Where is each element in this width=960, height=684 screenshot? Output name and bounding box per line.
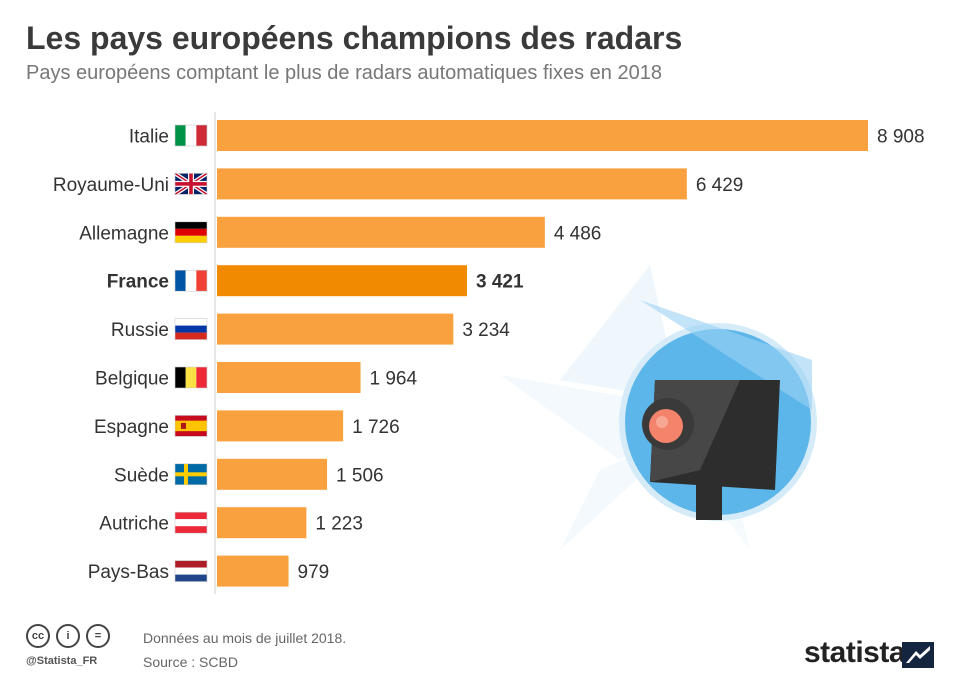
value-label: 3 234 <box>462 320 510 341</box>
category-label: Espagne <box>94 417 169 438</box>
fr-flag-icon <box>174 269 208 292</box>
category-label: Pays-Bas <box>88 562 169 583</box>
value-label: 4 486 <box>554 223 602 244</box>
chart-title: Les pays européens champions des radars <box>26 20 683 56</box>
equals-icon[interactable]: = <box>86 624 110 648</box>
es-flag-icon <box>174 415 208 437</box>
statista-logo[interactable]: statista <box>804 636 906 669</box>
bar <box>217 168 687 200</box>
it-flag-icon <box>174 124 208 147</box>
category-label: Autriche <box>99 514 169 535</box>
value-label: 979 <box>298 562 330 583</box>
value-label: 6 429 <box>696 175 744 196</box>
bar <box>217 120 868 151</box>
value-label: 1 506 <box>336 465 384 486</box>
be-flag-icon <box>174 366 208 389</box>
category-label: Russie <box>111 320 169 341</box>
radar-camera-illustration <box>500 265 817 550</box>
social-handle[interactable]: @Statista_FR <box>26 655 98 667</box>
bar <box>217 555 289 587</box>
statista-mark-icon <box>902 642 934 668</box>
category-label: Royaume-Uni <box>53 175 169 196</box>
category-label: Allemagne <box>79 223 169 244</box>
data-note: Données au mois de juillet 2018. <box>143 630 347 646</box>
source-note: Source : SCBD <box>143 654 238 670</box>
value-label: 1 726 <box>352 417 400 438</box>
category-label: Belgique <box>95 369 169 390</box>
footer-notes: Données au mois de juillet 2018. Source … <box>143 626 346 674</box>
category-label: France <box>107 272 169 293</box>
chart-subtitle: Pays européens comptant le plus de radar… <box>26 62 662 84</box>
license-icons: cc i = <box>26 624 110 648</box>
bar <box>217 458 328 490</box>
bar <box>217 410 344 442</box>
bar <box>217 265 468 297</box>
category-label: Suède <box>114 465 169 486</box>
nl-flag-icon <box>174 560 208 582</box>
bar <box>217 362 361 393</box>
by-icon[interactable]: i <box>56 624 80 648</box>
bar <box>217 216 545 248</box>
value-label: 1 223 <box>315 514 363 535</box>
de-flag-icon <box>174 221 208 244</box>
value-label: 8 908 <box>877 127 925 148</box>
at-flag-icon <box>174 511 208 534</box>
gb-flag-icon <box>173 171 209 197</box>
ru-flag-icon <box>174 318 208 340</box>
bar <box>217 313 454 345</box>
value-label: 3 421 <box>476 272 524 293</box>
category-label: Italie <box>129 127 169 148</box>
bar <box>217 507 307 539</box>
se-flag-icon <box>174 463 208 486</box>
value-label: 1 964 <box>370 369 418 390</box>
cc-icon[interactable]: cc <box>26 624 50 648</box>
